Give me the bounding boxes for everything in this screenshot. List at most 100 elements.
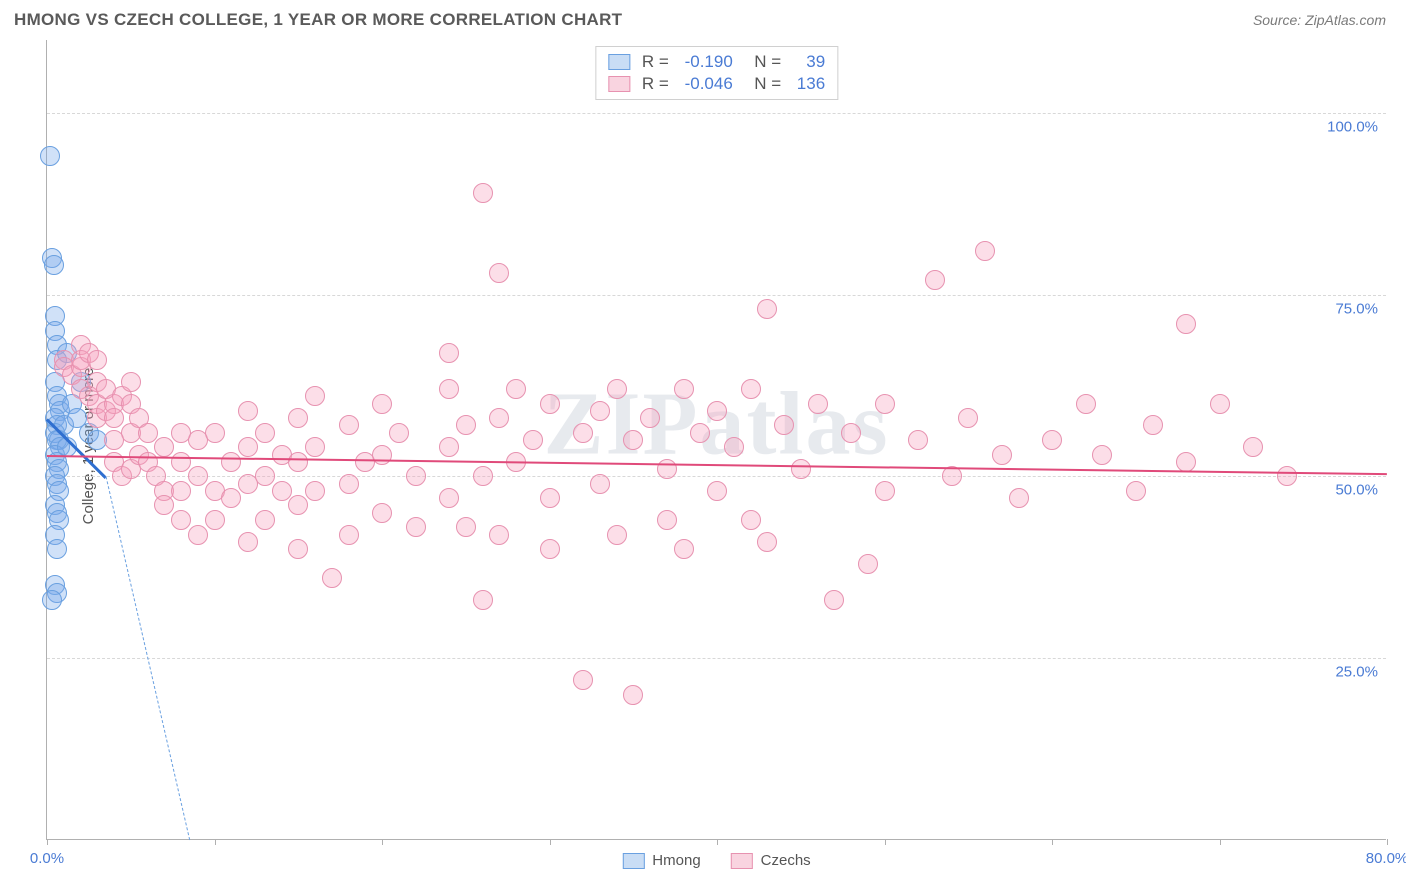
gridline [47,295,1386,296]
scatter-point [958,408,978,428]
scatter-point [104,430,124,450]
scatter-point [1210,394,1230,414]
scatter-point [40,146,60,166]
scatter-point [540,394,560,414]
x-tick [382,839,383,845]
chart-title: HMONG VS CZECH COLLEGE, 1 YEAR OR MORE C… [14,10,622,30]
bottom-legend: HmongCzechs [622,852,810,869]
scatter-point [791,459,811,479]
scatter-point [908,430,928,450]
scatter-point [573,670,593,690]
scatter-point [205,510,225,530]
scatter-point [339,474,359,494]
scatter-point [87,350,107,370]
scatter-point [741,379,761,399]
scatter-point [757,299,777,319]
scatter-point [188,525,208,545]
scatter-point [875,481,895,501]
scatter-point [674,379,694,399]
scatter-point [171,452,191,472]
stat-value-n: 39 [789,52,825,72]
scatter-point [238,437,258,457]
scatter-point [188,466,208,486]
scatter-point [1126,481,1146,501]
x-tick [1220,839,1221,845]
scatter-point [255,466,275,486]
scatter-point [171,510,191,530]
scatter-point [808,394,828,414]
scatter-point [288,539,308,559]
y-tick-label: 75.0% [1335,300,1378,317]
stat-value-r: -0.190 [677,52,733,72]
scatter-point [1092,445,1112,465]
scatter-point [992,445,1012,465]
stat-label-r: R = [642,52,669,72]
scatter-point [47,539,67,559]
watermark: ZIPatlas [543,372,889,475]
scatter-point [741,510,761,530]
scatter-point [1009,488,1029,508]
scatter-point [657,459,677,479]
scatter-point [1277,466,1297,486]
x-tick-label: 80.0% [1366,850,1406,867]
legend-stats-row: R =-0.046 N =136 [608,73,825,95]
legend-label: Czechs [761,852,811,869]
scatter-point [623,685,643,705]
scatter-point [42,590,62,610]
stat-label-n: N = [745,52,781,72]
scatter-point [339,415,359,435]
scatter-point [221,488,241,508]
scatter-point [288,452,308,472]
scatter-point [623,430,643,450]
scatter-point [372,503,392,523]
scatter-point [774,415,794,435]
scatter-point [858,554,878,574]
scatter-point [406,517,426,537]
scatter-point [238,401,258,421]
scatter-point [724,437,744,457]
y-tick-label: 25.0% [1335,664,1378,681]
scatter-point [607,379,627,399]
scatter-point [439,437,459,457]
scatter-point [640,408,660,428]
scatter-point [272,481,292,501]
scatter-chart: ZIPatlas 25.0%50.0%75.0%100.0%0.0%80.0%R… [46,40,1386,840]
scatter-point [707,481,727,501]
scatter-point [590,401,610,421]
scatter-point [473,466,493,486]
scatter-point [757,532,777,552]
x-tick-label: 0.0% [30,850,64,867]
x-tick [1387,839,1388,845]
scatter-point [255,423,275,443]
scatter-point [456,415,476,435]
scatter-point [221,452,241,472]
scatter-point [489,408,509,428]
scatter-point [690,423,710,443]
scatter-point [288,495,308,515]
scatter-point [255,510,275,530]
scatter-point [322,568,342,588]
x-tick [47,839,48,845]
legend-swatch [731,853,753,869]
x-tick [717,839,718,845]
scatter-point [456,517,476,537]
scatter-point [540,539,560,559]
stat-label-r: R = [642,74,669,94]
scatter-point [489,525,509,545]
scatter-point [154,437,174,457]
scatter-point [389,423,409,443]
scatter-point [523,430,543,450]
stat-value-n: 136 [789,74,825,94]
scatter-point [573,423,593,443]
scatter-point [1176,452,1196,472]
y-tick-label: 100.0% [1327,118,1378,135]
scatter-point [439,488,459,508]
legend-swatch [608,54,630,70]
scatter-point [305,386,325,406]
scatter-point [154,495,174,515]
scatter-point [44,255,64,275]
scatter-point [540,488,560,508]
scatter-point [1076,394,1096,414]
scatter-point [841,423,861,443]
scatter-point [975,241,995,261]
